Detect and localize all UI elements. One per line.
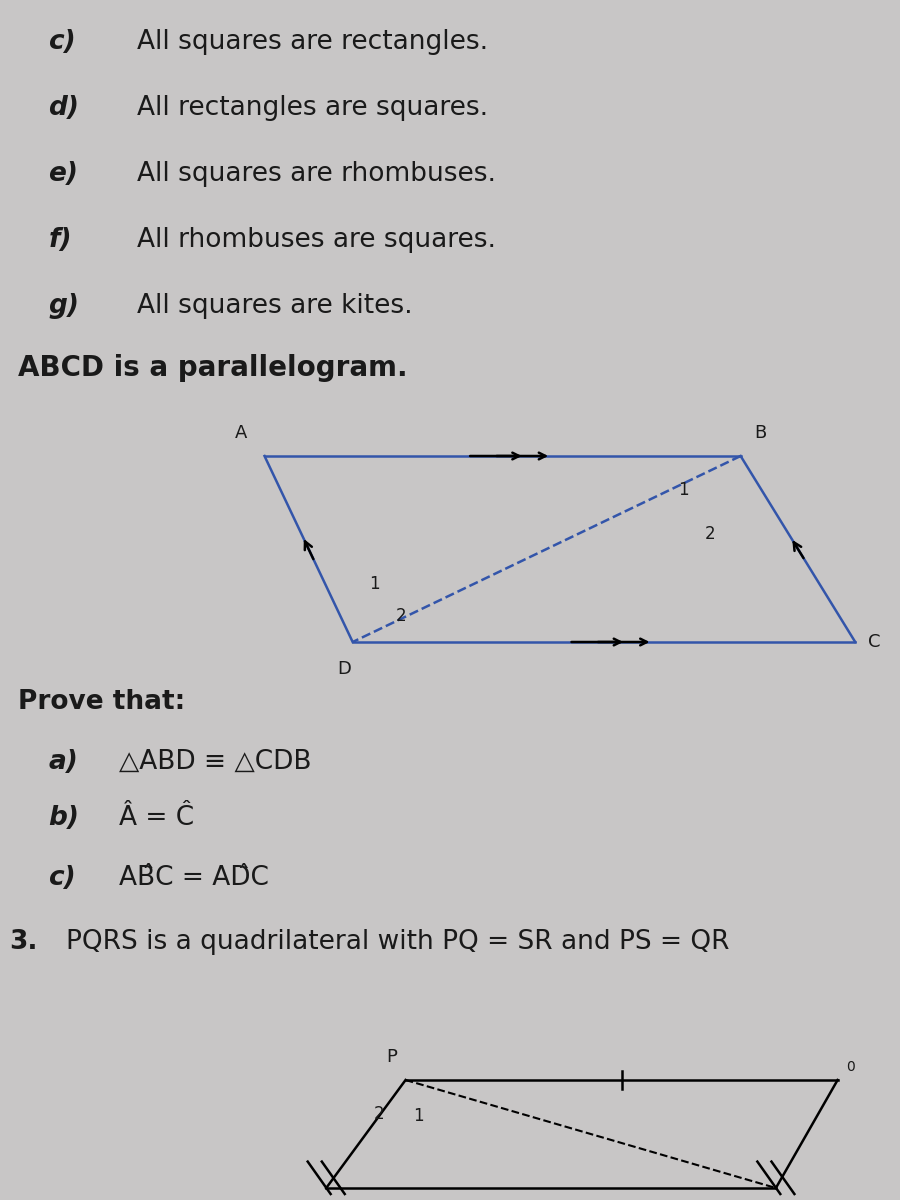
- Text: a): a): [49, 749, 78, 775]
- Text: All squares are rhombuses.: All squares are rhombuses.: [137, 161, 496, 187]
- Text: c): c): [49, 865, 76, 892]
- Text: 0: 0: [846, 1060, 855, 1074]
- Text: 1: 1: [678, 480, 688, 499]
- Text: All squares are rectangles.: All squares are rectangles.: [137, 29, 488, 55]
- Text: PQRS is a quadrilateral with PQ = SR and PS = QR: PQRS is a quadrilateral with PQ = SR and…: [66, 929, 730, 955]
- Text: B: B: [754, 424, 766, 442]
- Text: 1: 1: [413, 1106, 424, 1126]
- Text: All rhombuses are squares.: All rhombuses are squares.: [137, 227, 496, 253]
- Text: 2: 2: [374, 1104, 384, 1123]
- Text: All squares are kites.: All squares are kites.: [137, 293, 412, 319]
- Text: Prove that:: Prove that:: [18, 689, 184, 715]
- Text: e): e): [49, 161, 78, 187]
- Text: 2: 2: [396, 606, 407, 624]
- Text: c): c): [49, 29, 76, 55]
- Text: g): g): [49, 293, 79, 319]
- Text: D: D: [337, 660, 351, 678]
- Text: △ABD ≡ △CDB: △ABD ≡ △CDB: [119, 749, 311, 775]
- Text: 1: 1: [369, 575, 380, 593]
- Text: C: C: [868, 634, 881, 650]
- Text: P: P: [386, 1048, 397, 1066]
- Text: 2: 2: [705, 526, 716, 542]
- Text: A: A: [235, 424, 247, 442]
- Text: b): b): [49, 805, 79, 832]
- Text: 3.: 3.: [9, 929, 37, 955]
- Text: d): d): [49, 95, 79, 121]
- Text: Â = Ĉ: Â = Ĉ: [119, 805, 194, 832]
- Text: ABCD is a parallelogram.: ABCD is a parallelogram.: [18, 354, 408, 383]
- Text: f): f): [49, 227, 72, 253]
- Text: All rectangles are squares.: All rectangles are squares.: [137, 95, 488, 121]
- Text: AB̂C = AD̂C: AB̂C = AD̂C: [119, 865, 269, 892]
